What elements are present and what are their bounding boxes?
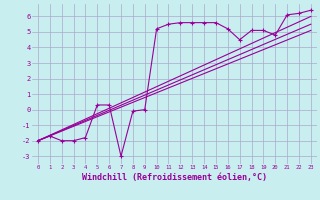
X-axis label: Windchill (Refroidissement éolien,°C): Windchill (Refroidissement éolien,°C) (82, 173, 267, 182)
